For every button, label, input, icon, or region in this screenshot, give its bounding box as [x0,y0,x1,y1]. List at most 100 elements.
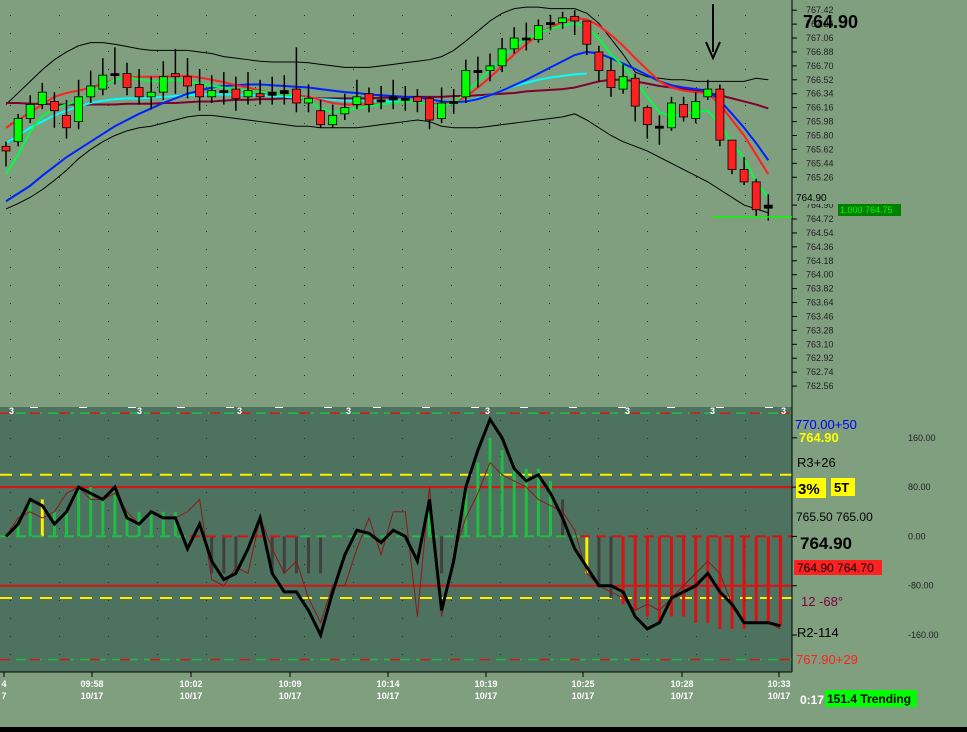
osc-top-border-dash [79,407,87,408]
grid-dot [402,582,403,583]
osc-pct-bg [796,478,826,498]
grid-dot [304,123,305,124]
grid-dot [206,159,207,160]
grid-dot [157,546,158,547]
grid-dot [10,510,11,511]
osc-tick-label: 0.00 [908,531,926,541]
date-tick-label: 10/17 [671,691,694,701]
grid-dot [59,564,60,565]
grid-dot [353,510,354,511]
osc-top-border-dash [618,407,626,408]
grid-dot [451,618,452,619]
grid-dot [157,51,158,52]
grid-dot [647,159,648,160]
candle-body [400,97,410,101]
grid-dot [59,303,60,304]
grid-dot [500,492,501,493]
osc-top-marker: 3 [781,406,786,416]
grid-dot [696,69,697,70]
grid-dot [647,303,648,304]
grid-dot [549,159,550,160]
grid-dot [108,285,109,286]
time-tick-label: 10:28 [670,679,693,689]
grid-dot [304,564,305,565]
osc-label-770: 770.00+50 [795,417,857,432]
grid-dot [500,285,501,286]
candlesticks [1,10,773,221]
grid-dot [500,267,501,268]
grid-dot [206,267,207,268]
grid-dot [206,15,207,16]
grid-dot [10,123,11,124]
grid-dot [696,510,697,511]
grid-dot [696,177,697,178]
grid-dot [304,600,305,601]
grid-dot [451,87,452,88]
grid-dot [549,582,550,583]
grid-dot [549,438,550,439]
grid-dot [647,249,648,250]
grid-dot [549,339,550,340]
grid-dot [59,195,60,196]
grid-dot [10,249,11,250]
grid-dot [108,393,109,394]
grid-dot [10,105,11,106]
grid-dot [549,303,550,304]
status-timer: 0:17 [800,693,824,707]
grid-dot [255,438,256,439]
grid-dot [647,15,648,16]
grid-dot [402,213,403,214]
grid-dot [157,510,158,511]
candle-body [170,73,180,78]
grid-dot [157,87,158,88]
osc-top-border-dash [373,407,381,408]
grid-dot [598,105,599,106]
grid-dot [59,618,60,619]
grid-dot [402,654,403,655]
grid-dot [500,33,501,34]
grid-dot [402,231,403,232]
grid-dot [598,600,599,601]
grid-dot [304,456,305,457]
candle-body [618,76,628,90]
grid-dot [59,141,60,142]
grid-dot [745,456,746,457]
grid-dot [304,636,305,637]
last-price-header: 764.90 [803,12,858,32]
grid-dot [353,393,354,394]
grid-dot [353,582,354,583]
grid-dot [598,33,599,34]
grid-dot [598,474,599,475]
price-tick-label: 763.46 [806,311,834,321]
price-tick-label: 764.90 [806,200,834,210]
grid-dot [157,141,158,142]
grid-dot [598,393,599,394]
oscillator-panel-background [0,407,792,672]
grid-dot [157,474,158,475]
grid-dot [108,213,109,214]
grid-dot [157,177,158,178]
grid-dot [696,321,697,322]
grid-dot [696,528,697,529]
osc-tick-label: -80.00 [908,581,934,591]
grid-dot [10,582,11,583]
candle-body [461,70,471,98]
grid-dot [10,618,11,619]
grid-dot [647,177,648,178]
grid-dot [304,195,305,196]
grid-dot [451,420,452,421]
grid-dot [353,69,354,70]
grid-dot [402,33,403,34]
grid-dot [157,69,158,70]
grid-dot [500,636,501,637]
grid-dot [500,249,501,250]
grid-dot [59,510,60,511]
grid-dot [549,213,550,214]
grid-dot [353,492,354,493]
osc-top-border-dash [471,407,479,408]
price-tick-label: 766.70 [806,61,834,71]
grid-dot [745,393,746,394]
grid-dot [206,357,207,358]
grid-dot [304,321,305,322]
